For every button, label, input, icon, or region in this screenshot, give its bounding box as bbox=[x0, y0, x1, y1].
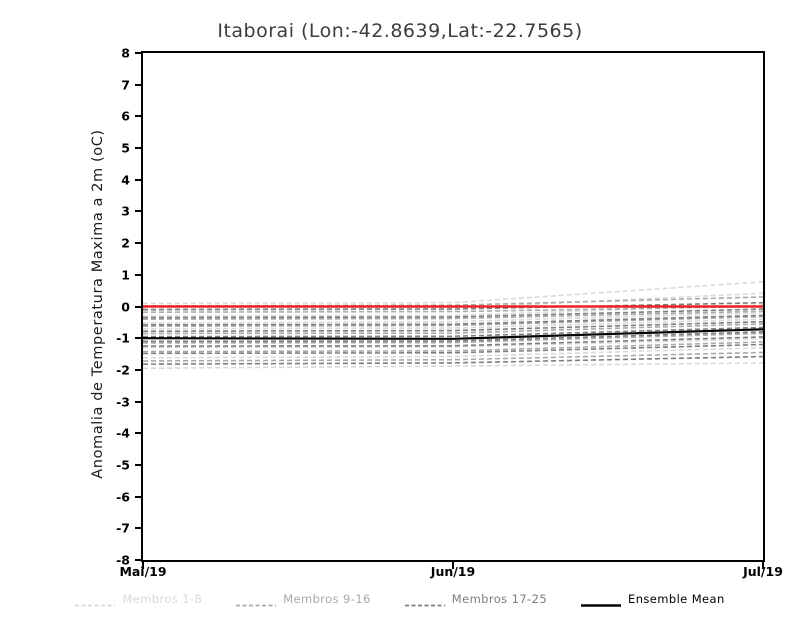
y-tick--2: -2 bbox=[116, 362, 130, 378]
legend-label: Membros 9-16 bbox=[283, 592, 371, 606]
legend-swatch-icon bbox=[236, 595, 277, 606]
y-tick-mark bbox=[135, 83, 142, 86]
y-tick-mark bbox=[135, 368, 142, 371]
y-tick-5: 5 bbox=[121, 140, 130, 156]
y-tick-mark bbox=[135, 52, 142, 54]
x-tick-Jun-19: Jun/19 bbox=[430, 564, 476, 579]
y-tick-4: 4 bbox=[121, 172, 130, 188]
x-tick-mark bbox=[142, 562, 144, 569]
x-tick-Mai-19: Mai/19 bbox=[119, 564, 167, 579]
legend-label: Ensemble Mean bbox=[628, 592, 725, 606]
legend-item[interactable]: Membros 9-16 bbox=[236, 592, 371, 606]
legend-swatch-icon bbox=[404, 595, 445, 606]
y-tick-mark bbox=[135, 147, 142, 150]
plot-area bbox=[141, 51, 765, 562]
series-line bbox=[143, 301, 763, 311]
y-tick-2: 2 bbox=[121, 235, 130, 251]
series-line bbox=[143, 310, 763, 320]
y-tick-mark bbox=[135, 115, 142, 118]
y-tick-mark bbox=[135, 432, 142, 435]
legend-item[interactable]: Membros 17-25 bbox=[404, 592, 548, 606]
series-line bbox=[143, 362, 763, 370]
series-line bbox=[143, 343, 763, 355]
series-line bbox=[143, 312, 763, 324]
series-line bbox=[143, 338, 763, 349]
series-line bbox=[143, 315, 763, 327]
series-line bbox=[143, 320, 763, 333]
y-tick-mark bbox=[135, 305, 142, 308]
legend-item[interactable]: Ensemble Mean bbox=[581, 592, 725, 607]
series-line bbox=[143, 280, 763, 305]
y-tick-7: 7 bbox=[121, 77, 130, 93]
series-line bbox=[143, 341, 763, 353]
series-line bbox=[143, 351, 763, 362]
series-line bbox=[143, 314, 763, 326]
series-line bbox=[143, 323, 763, 335]
y-tick-0: 0 bbox=[121, 299, 130, 314]
series-line bbox=[143, 292, 763, 310]
y-tick-mark bbox=[135, 559, 142, 561]
y-tick--1: -1 bbox=[116, 330, 130, 346]
series-line bbox=[143, 332, 763, 344]
chart-legend: Membros 1-8 Membros 9-16 Membros 17-25 Ense… bbox=[0, 588, 800, 610]
y-tick-mark bbox=[135, 337, 142, 340]
legend-label: Membros 1-8 bbox=[122, 592, 203, 606]
legend-item[interactable]: Membros 1-8 bbox=[75, 592, 202, 606]
y-tick--8: -8 bbox=[116, 552, 130, 568]
legend-swatch-icon bbox=[581, 595, 622, 607]
y-tick-6: 6 bbox=[121, 108, 130, 124]
series-line bbox=[143, 331, 763, 343]
series-line bbox=[143, 305, 763, 314]
series-line bbox=[143, 296, 763, 307]
x-tick-mark bbox=[762, 562, 764, 569]
chart-title: Itaborai (Lon:-42.8639,Lat:-22.7565) bbox=[217, 20, 583, 42]
y-tick--3: -3 bbox=[116, 394, 130, 410]
series-line bbox=[143, 308, 763, 319]
ensemble-mean-line bbox=[143, 328, 763, 340]
y-tick-mark bbox=[135, 495, 142, 498]
y-tick-3: 3 bbox=[121, 203, 130, 219]
y-tick-mark bbox=[135, 527, 142, 530]
y-tick-mark bbox=[135, 210, 142, 213]
y-tick--6: -6 bbox=[116, 489, 130, 505]
y-tick--5: -5 bbox=[116, 457, 130, 473]
series-canvas bbox=[143, 280, 763, 370]
y-tick-mark bbox=[135, 463, 142, 466]
x-tick-mark bbox=[452, 562, 454, 569]
series-line bbox=[143, 318, 763, 330]
y-tick--7: -7 bbox=[116, 520, 130, 536]
y-tick-mark bbox=[135, 242, 142, 245]
legend-swatch-icon bbox=[75, 595, 116, 606]
y-tick--4: -4 bbox=[116, 425, 130, 441]
y-tick-1: 1 bbox=[121, 267, 130, 283]
y-tick-mark bbox=[135, 400, 142, 403]
y-tick-mark bbox=[135, 178, 142, 181]
y-tick-mark bbox=[135, 273, 142, 276]
series-line bbox=[143, 355, 763, 365]
series-line bbox=[143, 346, 763, 359]
legend-label: Membros 17-25 bbox=[451, 592, 548, 606]
x-tick-Jul-19: Jul/19 bbox=[743, 564, 783, 579]
series-line bbox=[143, 336, 763, 347]
y-tick-8: 8 bbox=[121, 45, 130, 61]
series-line bbox=[143, 326, 763, 338]
